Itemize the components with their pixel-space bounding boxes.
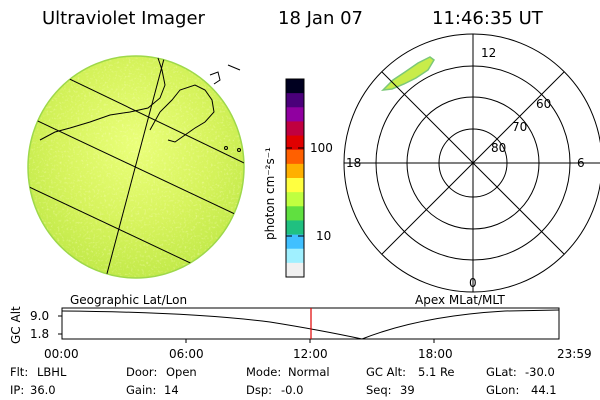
- colorbar-segment: [286, 248, 304, 264]
- colorbar-segment: [286, 135, 304, 151]
- colorbar-tick-10: 10: [316, 229, 332, 243]
- timeline-x-tick: 18:00: [418, 347, 453, 361]
- colorbar-unit-label: photon cm⁻²s⁻¹: [263, 147, 277, 240]
- mlat-label-60: 60: [536, 97, 552, 111]
- colorbar: [285, 78, 305, 278]
- altitude-curve: [61, 309, 560, 340]
- time-label: 11:46:35 UT: [432, 8, 543, 29]
- glon-value: 44.1: [531, 383, 557, 397]
- door-label: Door:: [126, 365, 158, 379]
- timeline-x-tick: 23:59: [557, 347, 592, 361]
- gain-value: 14: [164, 383, 179, 397]
- mode-value: Normal: [288, 365, 330, 379]
- timeline-plot: [58, 307, 560, 343]
- colorbar-segment: [286, 121, 304, 137]
- colorbar-segment: [286, 163, 304, 179]
- gc-alt-label: GC Alt:: [366, 365, 407, 379]
- colorbar-segment: [286, 206, 304, 221]
- mode-label: Mode:: [246, 365, 282, 379]
- colorbar-segment: [286, 192, 304, 207]
- mlt-label-18: 18: [346, 156, 362, 170]
- colorbar-segment: [286, 220, 304, 236]
- colorbar-segment: [286, 262, 304, 278]
- glat-label: GLat:: [486, 365, 517, 379]
- colorbar-segment: [286, 93, 304, 108]
- mlt-label-0: 0: [469, 276, 477, 290]
- timeline-x-tick: 12:00: [293, 347, 328, 361]
- date-label: 18 Jan 07: [278, 8, 363, 29]
- dsp-value: -0.0: [281, 383, 304, 397]
- seq-label: Seq:: [366, 383, 392, 397]
- colorbar-segment: [286, 107, 304, 122]
- timeline-y-tick-top: 9.0: [30, 309, 50, 323]
- flt-label: Flt:: [10, 365, 29, 379]
- geo-caption: Geographic Lat/Lon: [70, 293, 188, 307]
- colorbar-segment: [286, 178, 304, 193]
- timeline-x-tick: 00:00: [44, 347, 79, 361]
- glat-value: -30.0: [525, 365, 555, 379]
- dsp-label: Dsp:: [246, 383, 273, 397]
- mlt-label-12: 12: [481, 46, 497, 60]
- flt-value: LBHL: [37, 365, 67, 379]
- colorbar-segment: [286, 79, 304, 94]
- app-title: Ultraviolet Imager: [42, 8, 205, 29]
- polar-plot: [343, 33, 600, 293]
- timeline-y-tick-bottom: 1.8: [30, 327, 50, 341]
- colorbar-tick-100: 100: [310, 141, 333, 155]
- timeline-y-label: GC Alt: [9, 306, 23, 344]
- colorbar-segment: [286, 149, 304, 165]
- gc-alt-value: 5.1 Re: [418, 365, 455, 379]
- door-value: Open: [166, 365, 197, 379]
- mlat-label-80: 80: [491, 141, 507, 155]
- timeline-x-tick: 06:00: [169, 347, 204, 361]
- colorbar-segment: [286, 234, 304, 250]
- mlat-label-70: 70: [512, 120, 528, 134]
- polar-caption: Apex MLat/MLT: [415, 293, 505, 307]
- ip-label: IP:: [10, 383, 25, 397]
- glon-label: GLon:: [486, 383, 520, 397]
- gain-label: Gain:: [126, 383, 157, 397]
- auroral-patch: [380, 56, 435, 91]
- seq-value: 39: [400, 383, 415, 397]
- ip-value: 36.0: [30, 383, 56, 397]
- mlt-label-6: 6: [577, 156, 585, 170]
- coastlines: [39, 57, 241, 152]
